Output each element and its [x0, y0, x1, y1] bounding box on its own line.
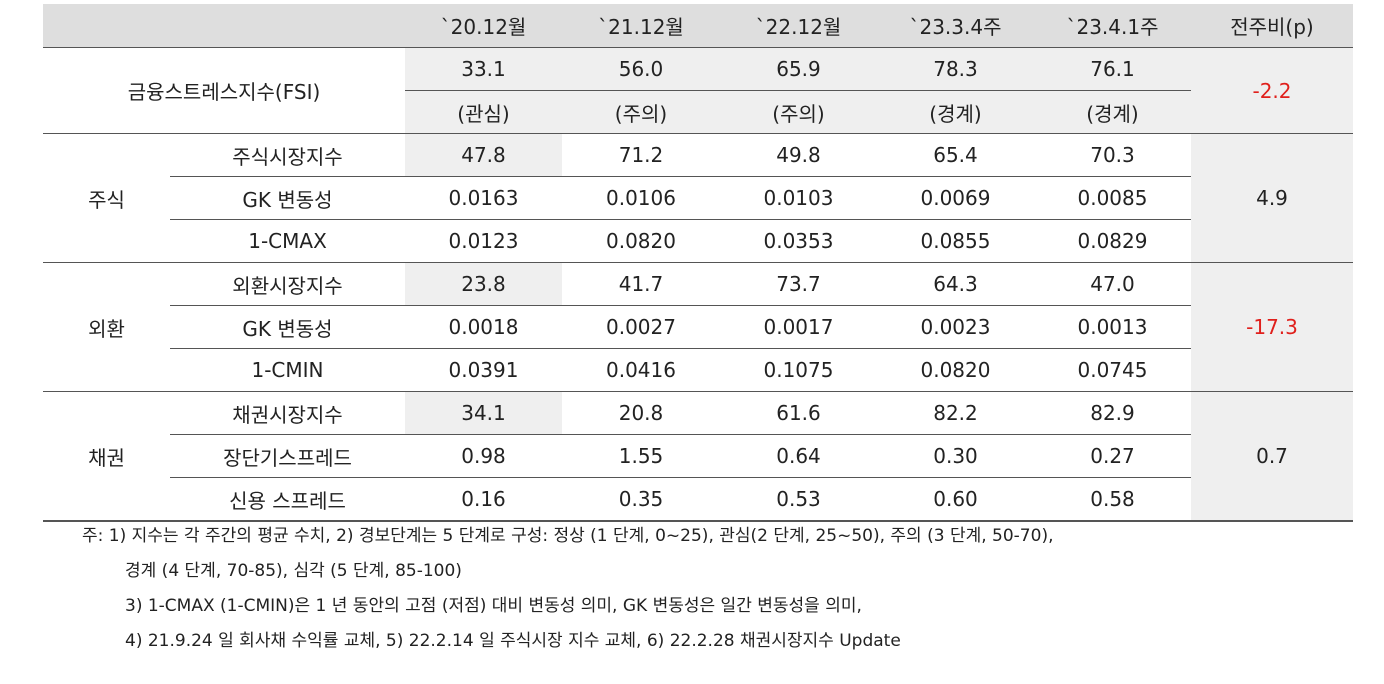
- footnotes: 주: 1) 지수는 각 주간의 평균 수치, 2) 경보단계는 5 단계로 구성…: [82, 519, 1053, 659]
- cell-value: 0.60: [877, 477, 1034, 522]
- bond-row: 채권 채권시장지수 34.1 20.8 61.6 82.2 82.9 0.7: [43, 391, 1353, 522]
- header-label-cell: [43, 4, 405, 48]
- fsi-level: (경계): [1034, 90, 1191, 134]
- header-col-2334: `23.3.4주: [877, 4, 1034, 48]
- cell-value: 0.0123: [405, 219, 562, 263]
- section-stock: 주식: [43, 133, 170, 263]
- cell-value: 82.9: [1034, 391, 1191, 435]
- fx-row: GK 변동성 0.0018 0.0027 0.0017 0.0023 0.001…: [43, 305, 1353, 349]
- cell-value: 0.0829: [1034, 219, 1191, 263]
- cell-value: 0.0069: [877, 176, 1034, 220]
- cell-value: 70.3: [1034, 133, 1191, 177]
- cell-value: 1.55: [562, 434, 720, 478]
- cell-value: 0.0013: [1034, 305, 1191, 349]
- row-label: 1-CMAX: [170, 219, 405, 263]
- row-label: 채권시장지수: [170, 391, 405, 435]
- row-label: 1-CMIN: [170, 348, 405, 392]
- stock-row: 1-CMAX 0.0123 0.0820 0.0353 0.0855 0.082…: [43, 219, 1353, 263]
- bond-row: 신용 스프레드 0.16 0.35 0.53 0.60 0.58: [43, 477, 1353, 522]
- cell-value: 0.35: [562, 477, 720, 522]
- stock-change: 4.9: [1191, 133, 1353, 263]
- cell-value: 65.4: [877, 133, 1034, 177]
- cell-value: 0.0855: [877, 219, 1034, 263]
- stock-row: GK 변동성 0.0163 0.0106 0.0103 0.0069 0.008…: [43, 176, 1353, 220]
- fsi-value: 78.3: [877, 47, 1034, 91]
- cell-value: 64.3: [877, 262, 1034, 306]
- footnote-line: 3) 1-CMAX (1-CMIN)은 1 년 동안의 고점 (저점) 대비 변…: [125, 596, 862, 616]
- fx-row: 1-CMIN 0.0391 0.0416 0.1075 0.0820 0.074…: [43, 348, 1353, 392]
- fsi-value: 56.0: [562, 47, 720, 91]
- stock-row: 주식 주식시장지수 47.8 71.2 49.8 65.4 70.3 4.9: [43, 133, 1353, 263]
- cell-value: 23.8: [405, 262, 562, 306]
- footnote-line: 주: 1) 지수는 각 주간의 평균 수치, 2) 경보단계는 5 단계로 구성…: [82, 526, 1054, 546]
- fsi-change: -2.2: [1191, 47, 1353, 134]
- cell-value: 0.0018: [405, 305, 562, 349]
- cell-value: 47.8: [405, 133, 562, 177]
- cell-value: 0.0106: [562, 176, 720, 220]
- fsi-table: `20.12월 `21.12월 `22.12월 `23.3.4주 `23.4.1…: [43, 4, 1353, 522]
- cell-value: 0.0103: [720, 176, 877, 220]
- footnote-line: 경계 (4 단계, 70-85), 심각 (5 단계, 85-100): [125, 561, 462, 581]
- cell-value: 0.0820: [562, 219, 720, 263]
- bond-change: 0.7: [1191, 391, 1353, 522]
- cell-value: 0.30: [877, 434, 1034, 478]
- cell-value: 0.58: [1034, 477, 1191, 522]
- cell-value: 0.0023: [877, 305, 1034, 349]
- cell-value: 0.0163: [405, 176, 562, 220]
- cell-value: 0.0416: [562, 348, 720, 392]
- cell-value: 20.8: [562, 391, 720, 435]
- cell-value: 0.53: [720, 477, 877, 522]
- cell-value: 0.16: [405, 477, 562, 522]
- cell-value: 0.0745: [1034, 348, 1191, 392]
- cell-value: 82.2: [877, 391, 1034, 435]
- cell-value: 49.8: [720, 133, 877, 177]
- header-col-2012: `20.12월: [405, 4, 562, 48]
- fsi-level: (경계): [877, 90, 1034, 134]
- cell-value: 0.64: [720, 434, 877, 478]
- fsi-level: (주의): [720, 90, 877, 134]
- row-label: GK 변동성: [170, 305, 405, 349]
- cell-value: 47.0: [1034, 262, 1191, 306]
- cell-value: 73.7: [720, 262, 877, 306]
- cell-value: 0.0017: [720, 305, 877, 349]
- fsi-value-row: 금융스트레스지수(FSI) 33.1 56.0 65.9 78.3 76.1 -…: [43, 47, 1353, 134]
- header-col-2341: `23.4.1주: [1034, 4, 1191, 48]
- cell-value: 34.1: [405, 391, 562, 435]
- cell-value: 71.2: [562, 133, 720, 177]
- header-col-change: 전주비(p): [1191, 4, 1353, 48]
- section-fx: 외환: [43, 262, 170, 392]
- cell-value: 0.0353: [720, 219, 877, 263]
- cell-value: 0.0391: [405, 348, 562, 392]
- cell-value: 0.0085: [1034, 176, 1191, 220]
- fsi-level-row: (관심) (주의) (주의) (경계) (경계): [43, 90, 1353, 134]
- cell-value: 0.0820: [877, 348, 1034, 392]
- fsi-value: 65.9: [720, 47, 877, 91]
- section-bond: 채권: [43, 391, 170, 522]
- header-col-2112: `21.12월: [562, 4, 720, 48]
- fsi-level: (관심): [405, 90, 562, 134]
- bond-row: 장단기스프레드 0.98 1.55 0.64 0.30 0.27: [43, 434, 1353, 478]
- row-label: 외환시장지수: [170, 262, 405, 306]
- fx-row: 외환 외환시장지수 23.8 41.7 73.7 64.3 47.0 -17.3: [43, 262, 1353, 392]
- header-col-2212: `22.12월: [720, 4, 877, 48]
- row-label: 장단기스프레드: [170, 434, 405, 478]
- fsi-level: (주의): [562, 90, 720, 134]
- cell-value: 0.1075: [720, 348, 877, 392]
- fsi-label: 금융스트레스지수(FSI): [43, 47, 405, 134]
- cell-value: 0.27: [1034, 434, 1191, 478]
- header-row: `20.12월 `21.12월 `22.12월 `23.3.4주 `23.4.1…: [43, 4, 1353, 48]
- fsi-value: 76.1: [1034, 47, 1191, 91]
- cell-value: 0.98: [405, 434, 562, 478]
- fx-change: -17.3: [1191, 262, 1353, 392]
- row-label: 주식시장지수: [170, 133, 405, 177]
- cell-value: 0.0027: [562, 305, 720, 349]
- footnote-line: 4) 21.9.24 일 회사채 수익률 교체, 5) 22.2.14 일 주식…: [125, 631, 901, 651]
- fsi-value: 33.1: [405, 47, 562, 91]
- row-label: 신용 스프레드: [170, 477, 405, 522]
- cell-value: 61.6: [720, 391, 877, 435]
- row-label: GK 변동성: [170, 176, 405, 220]
- cell-value: 41.7: [562, 262, 720, 306]
